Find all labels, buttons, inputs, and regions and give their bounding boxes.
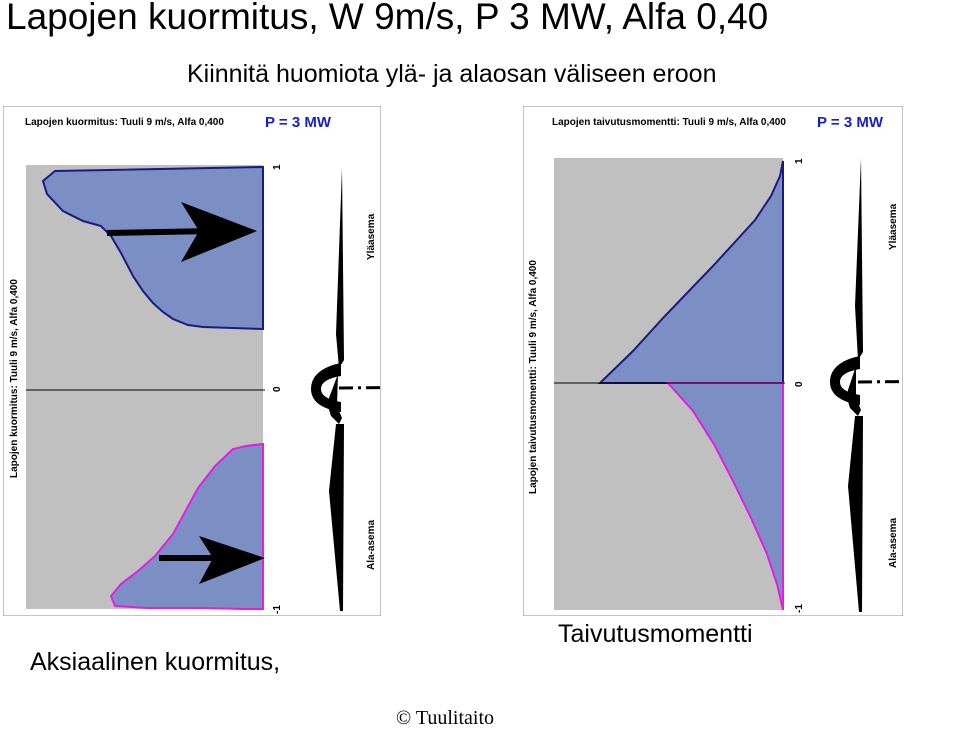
- copyright-notice: © Tuulitaito: [396, 707, 495, 729]
- left-tick-mid: 0: [272, 386, 283, 392]
- right-panel: Lapojen taivutusmomentti: Tuuli 9 m/s, A…: [523, 106, 903, 616]
- left-power-label: P = 3 MW: [265, 114, 332, 131]
- left-upper-load-area: [41, 165, 264, 331]
- upper-arrow-shaft: [106, 228, 214, 236]
- upper-arrow-icon: [181, 202, 257, 262]
- right-tick-top: 1: [794, 158, 805, 164]
- right-panel-title: Lapojen taivutusmomentti: Tuuli 9 m/s, A…: [552, 117, 786, 128]
- right-tick-mid: 0: [794, 381, 805, 387]
- left-lower-position-label: Ala-asema: [366, 520, 377, 570]
- right-lower-position-label: Ala-asema: [888, 518, 899, 568]
- left-turbine-icon: [311, 168, 381, 611]
- right-tick-bottom: -1: [794, 604, 805, 613]
- left-panel: Lapojen kuormitus: Tuuli 9 m/s, Alfa 0,4…: [3, 106, 381, 616]
- page-subtitle: Kiinnitä huomiota ylä- ja alaosan välise…: [187, 60, 717, 88]
- right-vertical-label: Lapojen taivutusmomentti: Tuuli 9 m/s, A…: [528, 260, 539, 494]
- right-lower-moment-area: [665, 382, 784, 611]
- caption-axial-load: Aksiaalinen kuormitus,: [30, 648, 281, 676]
- page-title: Lapojen kuormitus, W 9m/s, P 3 MW, Alfa …: [6, 0, 769, 37]
- left-upper-position-label: Yläasema: [366, 213, 377, 260]
- right-upper-position-label: Yläasema: [888, 203, 899, 250]
- right-power-label: P = 3 MW: [817, 114, 884, 131]
- left-tick-bottom: -1: [272, 605, 283, 614]
- right-upper-moment-area: [597, 160, 784, 384]
- left-panel-title: Lapojen kuormitus: Tuuli 9 m/s, Alfa 0,4…: [25, 117, 224, 128]
- lower-arrow-icon: [199, 536, 265, 584]
- caption-bending-moment: Taivutusmomentti: [558, 620, 753, 648]
- right-turbine-icon: [830, 158, 903, 612]
- left-vertical-label: Lapojen kuormitus: Tuuli 9 m/s, Alfa 0,4…: [9, 279, 20, 478]
- left-tick-top: 1: [272, 164, 283, 170]
